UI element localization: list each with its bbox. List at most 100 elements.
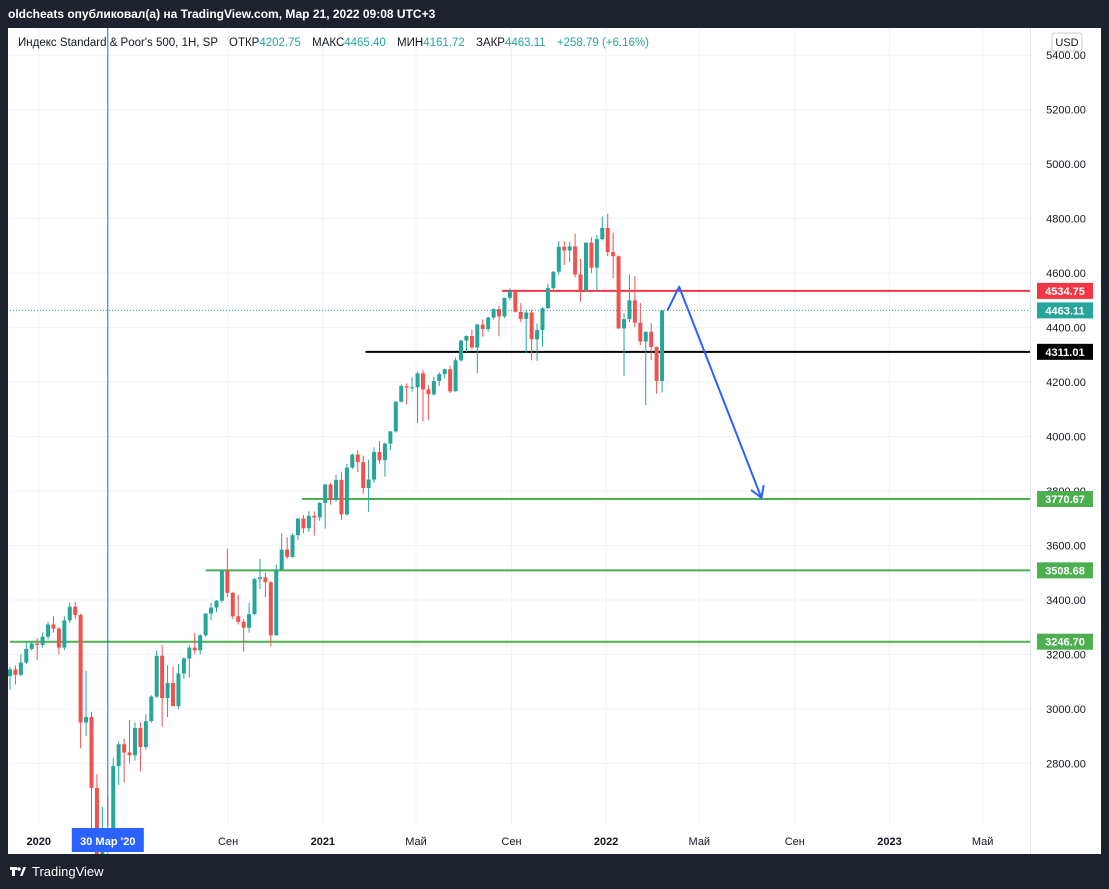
candle <box>415 371 420 423</box>
price-tick-label: 2800.00 <box>1046 758 1086 770</box>
price-tick-label: 3600.00 <box>1046 540 1086 552</box>
candle <box>116 741 121 786</box>
legend-open-label: ОТКР <box>229 37 260 49</box>
candle <box>486 316 491 332</box>
level-price-badge-text: 4311.01 <box>1045 347 1084 359</box>
candle <box>51 616 56 633</box>
candle <box>431 376 436 396</box>
chart-frame: 2800.003000.003200.003400.003600.003800.… <box>8 28 1101 854</box>
candle-body <box>132 727 137 756</box>
horizontal-levels[interactable] <box>10 289 1030 643</box>
last-price-badge: 4463.11 <box>1037 302 1093 319</box>
time-tick-label: Сен <box>501 836 521 848</box>
tradingview-logo-icon <box>10 867 26 876</box>
candle <box>214 599 219 613</box>
crosshair-date-background <box>71 828 144 852</box>
candle <box>241 619 246 652</box>
time-tick-label: 2021 <box>311 836 335 848</box>
candle-body <box>622 319 627 329</box>
candle-body <box>551 271 556 289</box>
candle-body <box>219 570 224 601</box>
candle <box>605 213 610 257</box>
candle-body <box>366 479 371 489</box>
projection-arrow-path[interactable] <box>666 285 763 499</box>
level-price-badge-background <box>1037 562 1093 579</box>
price-tick-label: 3000.00 <box>1046 704 1086 716</box>
candlestick-chart[interactable]: 2800.003000.003200.003400.003600.003800.… <box>8 28 1101 854</box>
legend-low-value: 4161.72 <box>423 37 465 49</box>
candle-body <box>176 673 181 707</box>
candles <box>8 213 665 854</box>
candle-body <box>638 322 643 342</box>
candle <box>372 447 377 483</box>
candle-body <box>149 696 154 722</box>
candle <box>453 357 458 392</box>
candle-body <box>171 683 176 707</box>
candle <box>301 514 306 534</box>
candle-body <box>464 336 469 341</box>
currency-button[interactable]: USD <box>1051 32 1083 52</box>
candle <box>437 372 442 387</box>
candle-body <box>556 246 561 272</box>
candle-body <box>160 655 165 698</box>
candle <box>192 632 197 655</box>
candle-body <box>127 752 132 756</box>
candle <box>154 650 159 698</box>
candle-body <box>290 535 295 557</box>
candle <box>507 288 512 301</box>
level-price-badge-background <box>1037 490 1093 507</box>
candle <box>589 237 594 274</box>
candle <box>295 518 300 541</box>
candle-body <box>497 309 502 317</box>
candle-body <box>317 502 322 518</box>
candle-body <box>51 624 56 629</box>
candle-body <box>78 614 83 723</box>
level-price-badge: 3770.67 <box>1037 490 1093 507</box>
candle <box>475 323 480 374</box>
tradingview-brand[interactable]: TradingView <box>10 863 104 879</box>
candle-body <box>18 662 23 675</box>
grid-lines <box>10 28 1030 826</box>
price-axis[interactable]: 2800.003000.003200.003400.003600.003800.… <box>1046 50 1086 770</box>
candle <box>638 303 643 346</box>
candle <box>622 313 627 377</box>
candle-body <box>632 300 637 323</box>
time-axis[interactable]: 2020 Сен 2021 Май Сен 2022 Май Сен 2023 Май <box>26 836 993 848</box>
candle <box>323 483 328 529</box>
candle <box>393 401 398 433</box>
candle-body <box>241 621 246 628</box>
time-tick-label: 2023 <box>877 836 901 848</box>
legend-change: +258.79 (+6.16%) <box>557 37 649 49</box>
candle-body <box>649 331 654 347</box>
candle <box>518 303 523 323</box>
candle <box>420 369 425 422</box>
level-price-badge-text: 3246.70 <box>1045 637 1085 649</box>
price-axis-badges: 4534.75 4311.01 3770.67 3508.68 3246.70 4463.… <box>1037 282 1093 650</box>
candle-body <box>529 312 534 340</box>
price-tick-label: 4800.00 <box>1046 214 1086 226</box>
candle-body <box>594 239 599 268</box>
level-price-badge-text: 3770.67 <box>1045 494 1085 506</box>
candle-body <box>84 717 89 723</box>
candle-body <box>491 309 496 318</box>
candle-body <box>252 578 257 615</box>
tradingview-name: TradingView <box>32 863 104 879</box>
candle-body <box>111 766 116 848</box>
candle-body <box>535 330 540 340</box>
price-tick-label: 3400.00 <box>1046 595 1086 607</box>
candle-body <box>448 369 453 392</box>
candle <box>225 548 230 598</box>
projection-arrow[interactable] <box>666 285 765 500</box>
time-tick-label: Май <box>405 836 427 848</box>
candle-body <box>198 635 203 651</box>
candle-body <box>268 582 273 636</box>
time-tick-label: 2020 <box>26 836 50 848</box>
candle-body <box>350 454 355 468</box>
candle <box>643 331 648 406</box>
candle-body <box>339 479 344 515</box>
candle-body <box>312 515 317 518</box>
candle-body <box>35 643 40 645</box>
crosshair-date-text: 30 Мар '20 <box>80 836 135 848</box>
candle-body <box>181 658 186 674</box>
level-price-badge-background <box>1037 633 1093 650</box>
